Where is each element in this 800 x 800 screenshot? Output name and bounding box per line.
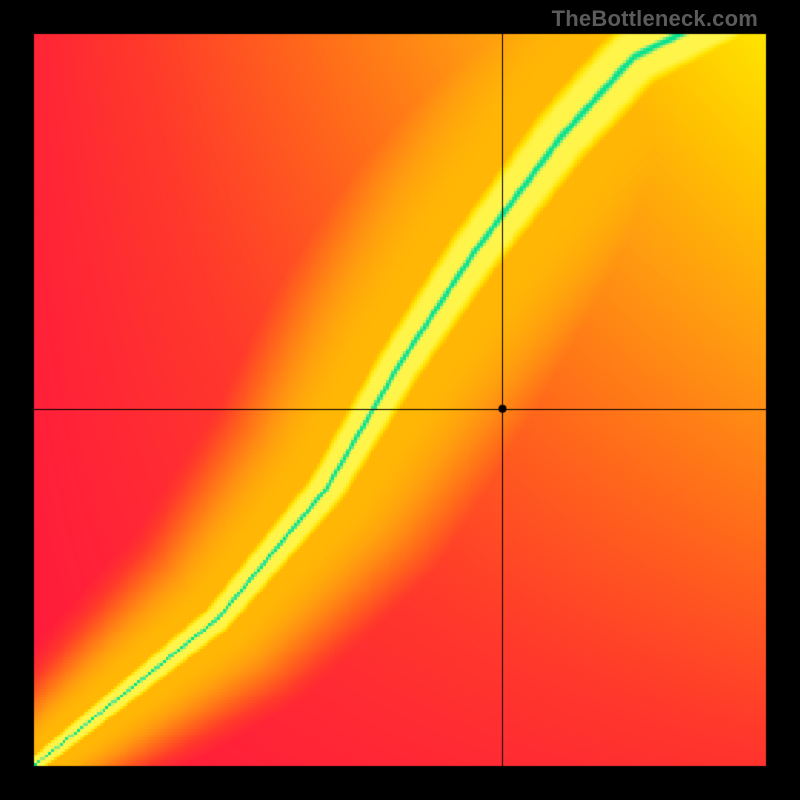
chart-container: TheBottleneck.com	[0, 0, 800, 800]
bottleneck-heatmap	[0, 0, 800, 800]
watermark-text: TheBottleneck.com	[552, 6, 758, 32]
